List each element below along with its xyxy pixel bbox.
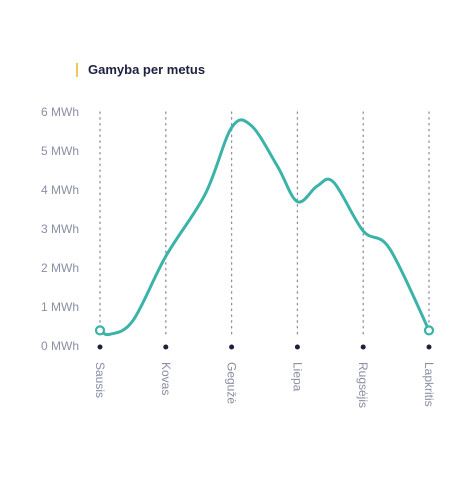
y-tick-label: 3 MWh	[41, 222, 79, 236]
y-tick-label: 1 MWh	[41, 300, 79, 314]
x-axis-dot	[163, 344, 169, 350]
x-axis-dot	[426, 344, 432, 350]
y-tick-label: 2 MWh	[41, 261, 79, 275]
x-axis-dot	[97, 344, 103, 350]
x-tick-label: Gegužė	[225, 362, 239, 404]
x-tick-label: Rugsėjis	[356, 362, 370, 408]
chart-title: Gamyba per metus	[88, 62, 206, 77]
x-tick-label: Kovas	[159, 362, 173, 395]
x-tick-label: Lapkritis	[422, 362, 436, 407]
x-tick-label: Sausis	[93, 362, 107, 398]
y-tick-label: 5 MWh	[41, 144, 79, 158]
x-axis-dots	[97, 344, 432, 350]
y-tick-label: 6 MWh	[41, 105, 79, 119]
y-tick-label: 4 MWh	[41, 183, 79, 197]
series-line	[98, 118, 431, 337]
chart-title-row: Gamyba per metus	[76, 62, 205, 77]
series-group	[94, 118, 435, 337]
title-accent-bar	[76, 62, 78, 77]
series-endpoint-marker	[423, 325, 435, 336]
x-axis-dot	[229, 344, 235, 350]
x-axis: Sausis Kovas Gegužė Liepa Rugsėjis Lapkritis	[93, 362, 436, 408]
x-axis-dot	[360, 344, 366, 350]
y-tick-label: 0 MWh	[41, 339, 79, 353]
x-tick-label: Liepa	[290, 362, 304, 392]
y-axis: 0 MWh 1 MWh 2 MWh 3 MWh 4 MWh 5 MWh 6 MWh	[41, 105, 79, 353]
x-axis-dot	[294, 344, 300, 350]
series-endpoint-marker	[94, 325, 106, 336]
